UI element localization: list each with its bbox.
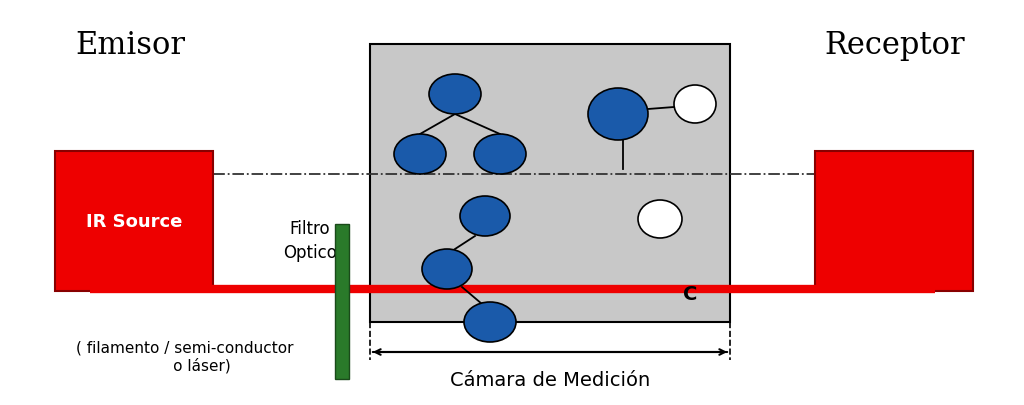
Text: Filtro
Optico: Filtro Optico bbox=[283, 220, 337, 261]
Bar bbox=[815, 151, 973, 291]
Ellipse shape bbox=[394, 135, 446, 175]
Ellipse shape bbox=[429, 75, 481, 115]
Ellipse shape bbox=[422, 249, 472, 289]
Ellipse shape bbox=[474, 135, 526, 175]
Ellipse shape bbox=[588, 89, 648, 141]
Bar bbox=[55, 151, 213, 291]
Ellipse shape bbox=[460, 196, 510, 237]
Text: C: C bbox=[683, 285, 697, 304]
Text: ( filamento / semi-conductor
       o láser): ( filamento / semi-conductor o láser) bbox=[76, 340, 294, 373]
Bar bbox=[335, 224, 349, 379]
Ellipse shape bbox=[674, 86, 716, 124]
Bar bbox=[370, 45, 730, 322]
Text: IR Source: IR Source bbox=[86, 213, 182, 230]
Ellipse shape bbox=[464, 302, 516, 342]
Text: Emisor: Emisor bbox=[75, 30, 185, 61]
Text: Receptor: Receptor bbox=[824, 30, 966, 61]
Text: Cámara de Medición: Cámara de Medición bbox=[450, 370, 650, 389]
Ellipse shape bbox=[638, 200, 682, 239]
